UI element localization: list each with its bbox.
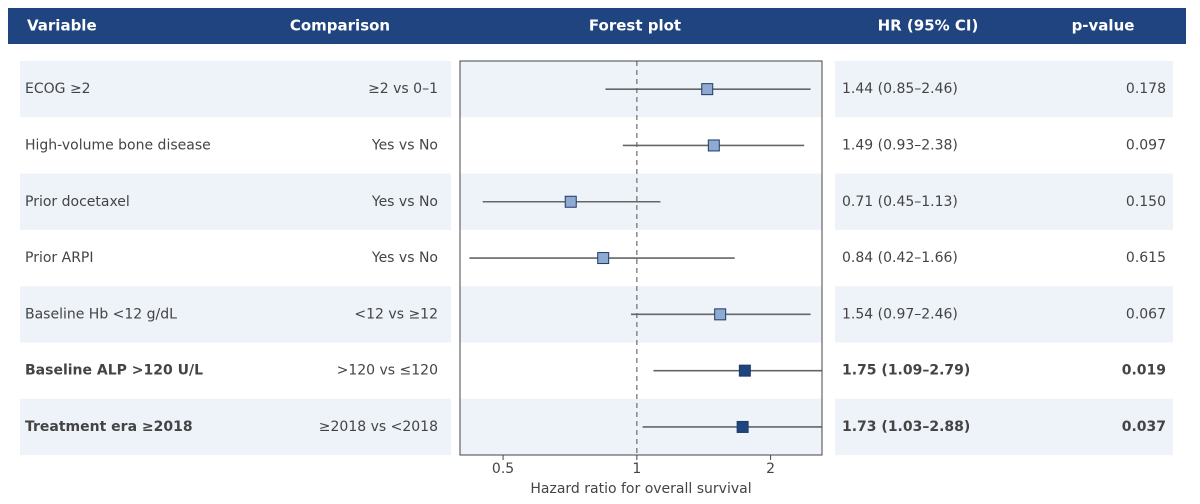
hr-marker <box>736 420 749 433</box>
variable: Baseline ALP >120 U/L <box>25 363 203 379</box>
variable: High-volume bone disease <box>25 137 211 153</box>
hr-label: 0.71 (0.45–1.13) <box>842 194 958 210</box>
hr-label: 1.49 (0.93–2.38) <box>842 137 958 153</box>
x-tick-label: 1 <box>632 461 641 477</box>
p-value: 0.097 <box>1126 137 1166 153</box>
variable: Prior ARPI <box>25 250 94 266</box>
x-tick-label: 2 <box>766 461 775 477</box>
x-tick-label: 0.5 <box>492 461 514 477</box>
comparison: Yes vs No <box>371 250 438 266</box>
comparison: <12 vs ≥12 <box>354 306 438 322</box>
p-value: 0.067 <box>1126 306 1166 322</box>
x-axis-label: Hazard ratio for overall survival <box>530 481 751 497</box>
header-p: p-value <box>1072 17 1135 35</box>
hr-label: 1.44 (0.85–2.46) <box>842 81 958 97</box>
row-band <box>20 286 451 343</box>
plot-area <box>469 61 822 455</box>
p-value: 0.615 <box>1126 250 1166 266</box>
header-comparison: Comparison <box>290 17 390 35</box>
row-band <box>835 61 1173 118</box>
hr-label: 1.73 (1.03–2.88) <box>842 419 970 435</box>
hr-label: 1.54 (0.97–2.46) <box>842 306 958 322</box>
variable: ECOG ≥2 <box>25 81 91 97</box>
row-band <box>835 173 1173 230</box>
hr-marker <box>714 308 727 321</box>
hr-label: 1.75 (1.09–2.79) <box>842 363 970 379</box>
comparison: Yes vs No <box>371 137 438 153</box>
p-value: 0.037 <box>1122 419 1166 435</box>
plot-frame <box>459 60 823 456</box>
hr-marker <box>738 364 751 377</box>
variable: Prior docetaxel <box>25 194 130 210</box>
variable: Baseline Hb <12 g/dL <box>25 306 177 322</box>
hr-marker <box>701 83 714 96</box>
variable: Treatment era ≥2018 <box>25 419 193 435</box>
p-value: 0.178 <box>1126 81 1166 97</box>
comparison: ≥2 vs 0–1 <box>368 81 438 97</box>
p-value: 0.019 <box>1122 363 1166 379</box>
row-band <box>20 61 451 118</box>
comparison: ≥2018 vs <2018 <box>319 419 438 435</box>
header-forest: Forest plot <box>589 17 681 35</box>
row-band <box>20 398 451 456</box>
comparison: >120 vs ≤120 <box>337 363 438 379</box>
hr-marker <box>597 252 610 265</box>
p-value: 0.150 <box>1126 194 1166 210</box>
header-variable: Variable <box>27 17 97 35</box>
row-band <box>20 173 451 230</box>
header-hr: HR (95% CI) <box>878 17 979 35</box>
row-band <box>835 286 1173 343</box>
hr-marker <box>707 139 720 152</box>
hr-label: 0.84 (0.42–1.66) <box>842 250 958 266</box>
header-bar <box>8 8 1186 44</box>
comparison: Yes vs No <box>371 194 438 210</box>
hr-marker <box>564 195 577 208</box>
row-band <box>835 398 1173 456</box>
